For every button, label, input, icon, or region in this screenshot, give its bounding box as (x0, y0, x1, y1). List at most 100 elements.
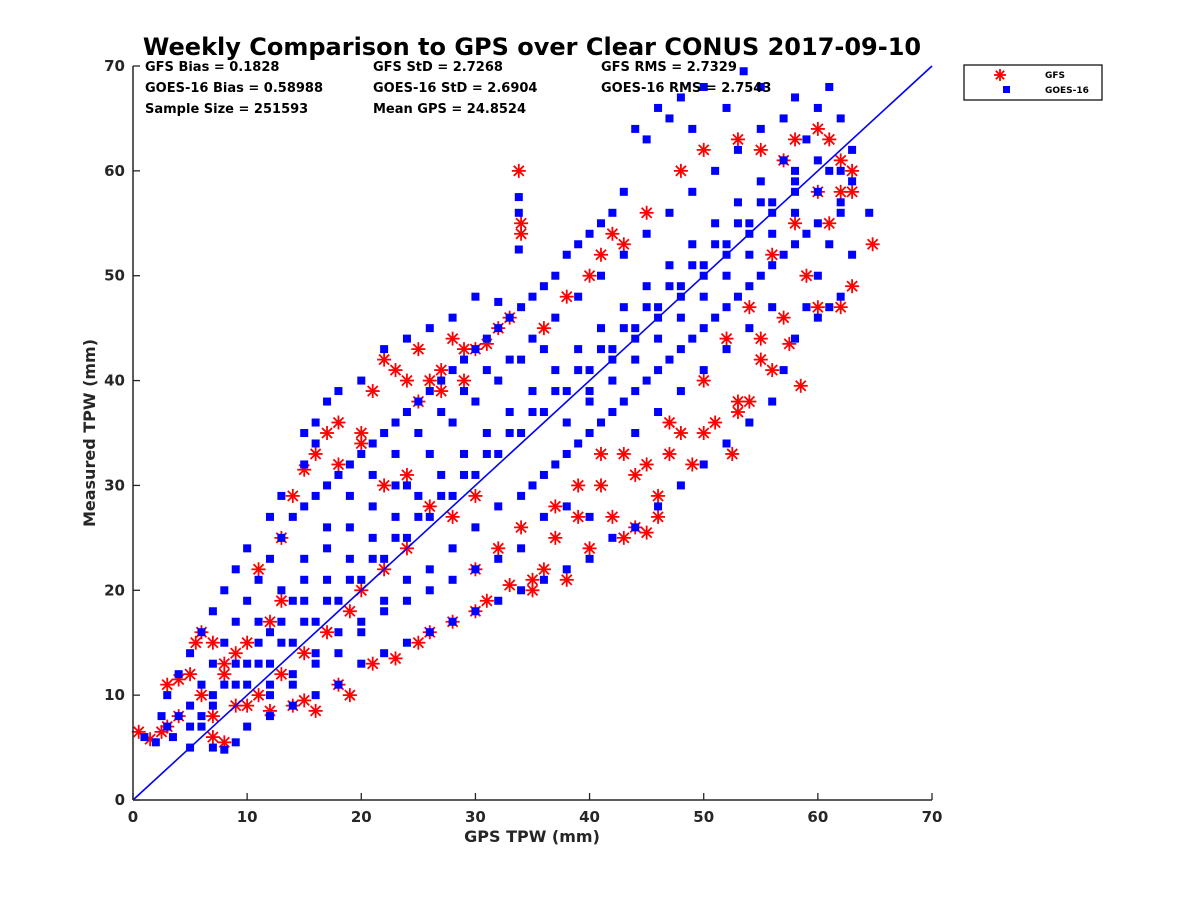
goes16-point (813, 187, 822, 196)
goes16-point (676, 282, 685, 291)
goes16-point (539, 345, 548, 354)
goes16-point (168, 733, 177, 742)
goes16-point (539, 470, 548, 479)
goes16-point (596, 345, 605, 354)
goes16-point (277, 533, 286, 542)
gfs-point (593, 478, 608, 493)
goes16-point (699, 324, 708, 333)
x-axis-label: GPS TPW (mm) (464, 827, 600, 846)
gfs-point (388, 363, 403, 378)
gfs-point (217, 667, 232, 682)
goes16-point (265, 512, 274, 521)
goes16-point (460, 355, 469, 364)
goes16-point (254, 638, 263, 647)
goes16-point (425, 586, 434, 595)
goes16-point (357, 376, 366, 385)
gfs-point (365, 656, 380, 671)
goes16-point (471, 345, 480, 354)
gfs-point (582, 541, 597, 556)
goes16-point (699, 366, 708, 375)
goes16-point (311, 439, 320, 448)
goes16-point (733, 219, 742, 228)
goes16-point (174, 670, 183, 679)
goes16-point (539, 408, 548, 417)
goes16-point (448, 313, 457, 322)
goes16-point (642, 282, 651, 291)
gfs-point (342, 688, 357, 703)
goes16-point (528, 292, 537, 301)
gfs-point (342, 604, 357, 619)
goes16-point (391, 533, 400, 542)
goes16-point (802, 303, 811, 312)
goes16-point (825, 166, 834, 175)
goes16-point (642, 229, 651, 238)
goes16-point (186, 701, 195, 710)
gfs-point (320, 426, 335, 440)
goes16-point (574, 240, 583, 249)
goes16-point (186, 722, 195, 731)
goes16-point (197, 628, 206, 637)
goes16-point (791, 334, 800, 343)
goes16-point (631, 324, 640, 333)
x-tick-label: 20 (351, 808, 372, 826)
goes16-point (471, 470, 480, 479)
goes16-point (460, 387, 469, 396)
goes16-point (768, 397, 777, 406)
goes16-point (505, 408, 514, 417)
goes16-point (756, 82, 765, 91)
goes16-point (368, 533, 377, 542)
gfs-point (673, 426, 688, 440)
gfs-point (765, 363, 780, 378)
stat-goes16-std: GOES-16 StD = 2.6904 (373, 81, 537, 96)
goes16-point (848, 177, 857, 186)
goes16-point (585, 554, 594, 563)
goes16-point (471, 565, 480, 574)
goes16-point (323, 481, 332, 490)
goes16-point (357, 617, 366, 626)
gfs-point (730, 132, 745, 147)
goes16-point (323, 544, 332, 553)
gfs-point (354, 436, 369, 451)
goes16-point (745, 250, 754, 259)
goes16-point (585, 229, 594, 238)
goes16-point (220, 680, 229, 689)
goes16-point (300, 575, 309, 584)
goes16-point (437, 408, 446, 417)
goes16-point (197, 680, 206, 689)
goes16-point (288, 670, 297, 679)
goes16-point (574, 345, 583, 354)
goes16-point (631, 355, 640, 364)
gfs-point (183, 667, 198, 682)
goes16-point (528, 408, 537, 417)
goes16-point (380, 429, 389, 437)
goes16-point (665, 261, 674, 270)
goes16-point (654, 303, 663, 312)
gfs-point (833, 184, 848, 199)
gfs-point (865, 237, 880, 252)
gfs-point (616, 237, 631, 252)
gfs-point (651, 488, 666, 503)
gfs-point (331, 457, 346, 472)
x-tick-label: 10 (237, 808, 258, 826)
goes16-point (311, 617, 320, 626)
goes16-point (739, 67, 748, 76)
y-tick-label: 30 (104, 476, 125, 494)
goes16-point (311, 659, 320, 668)
gfs-point (765, 247, 780, 262)
goes16-point (197, 712, 206, 721)
goes16-point (425, 324, 434, 333)
goes16-point (231, 565, 240, 574)
gfs-point (434, 363, 449, 378)
goes16-point (722, 103, 731, 112)
gfs-point (793, 378, 808, 393)
y-tick-label: 10 (104, 686, 125, 704)
goes16-point (699, 460, 708, 469)
goes16-point (300, 429, 309, 437)
goes16-point (836, 114, 845, 123)
goes16-point (665, 114, 674, 123)
gfs-point (308, 703, 323, 718)
goes16-point (642, 303, 651, 312)
goes16-point (539, 512, 548, 521)
goes16-point (265, 680, 274, 689)
